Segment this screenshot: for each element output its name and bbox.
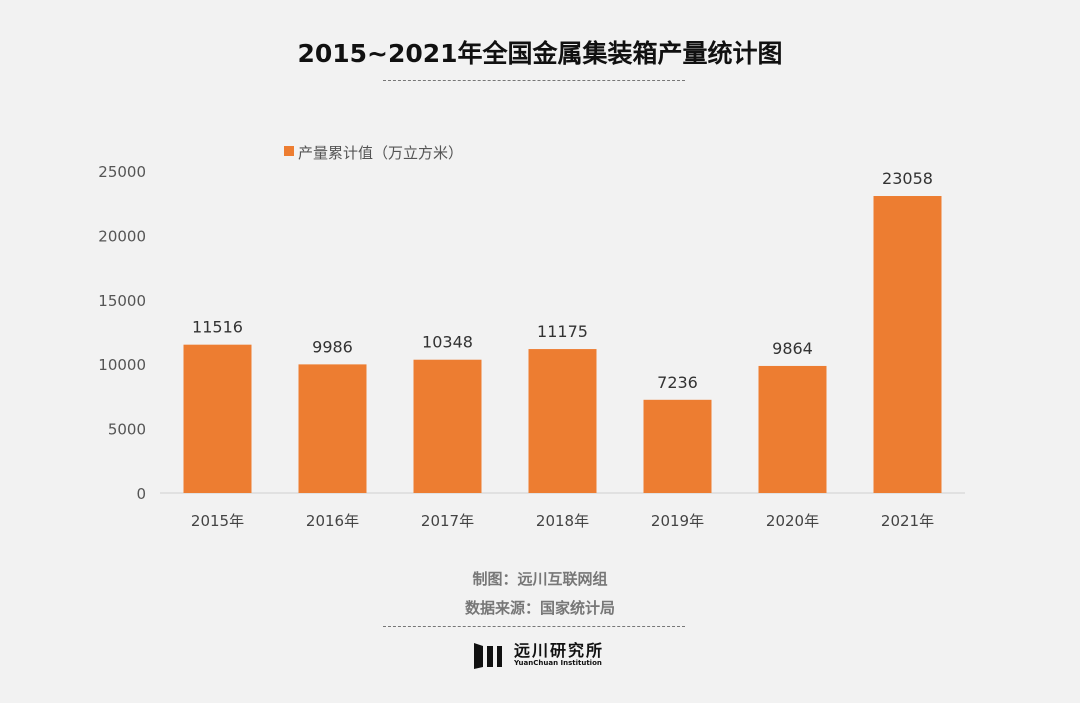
logo-subtitle: YuanChuan Institution [514,659,602,667]
bar [413,359,482,493]
chart-title: 2015~2021年全国金属集装箱产量统计图 [297,39,783,68]
x-tick-label: 2017年 [421,512,474,530]
title-divider [383,80,685,81]
data-label: 11516 [192,318,243,337]
bar [528,349,597,493]
x-tick-label: 2021年 [881,512,934,530]
footer-divider [383,626,685,627]
bar [643,399,712,493]
legend-label: 产量累计值（万立方米） [298,144,463,162]
bar-chart: 0 5000 10000 15000 20000 25000 产量累计值（万立方米） 1151… [98,144,965,530]
y-tick-label: 0 [136,485,146,503]
data-label: 9864 [772,339,813,358]
x-tick-label: 2020年 [766,512,819,530]
x-tick-label: 2019年 [651,512,704,530]
data-source: 数据来源：国家统计局 [464,599,615,617]
data-label: 7236 [657,373,698,392]
logo-icon [474,643,502,669]
bar [183,344,252,493]
logo-name: 远川研究所 [514,641,605,660]
x-tick-label: 2018年 [536,512,589,530]
y-tick-label: 25000 [98,163,146,181]
y-tick-label: 10000 [98,356,146,374]
y-tick-label: 15000 [98,292,146,310]
logo: 远川研究所 YuanChuan Institution [474,641,604,669]
x-tick-label: 2015年 [191,512,244,530]
bar [298,364,367,493]
legend-swatch [284,146,294,156]
data-label: 9986 [312,337,353,356]
bar [873,196,942,494]
data-label: 11175 [537,322,588,341]
x-tick-label: 2016年 [306,512,359,530]
data-label: 10348 [422,333,473,352]
data-label: 23058 [882,169,933,188]
y-tick-label: 20000 [98,227,146,245]
y-tick-label: 5000 [108,421,146,439]
bar [758,365,827,493]
maker-credit: 制图：远川互联网组 [472,570,608,588]
